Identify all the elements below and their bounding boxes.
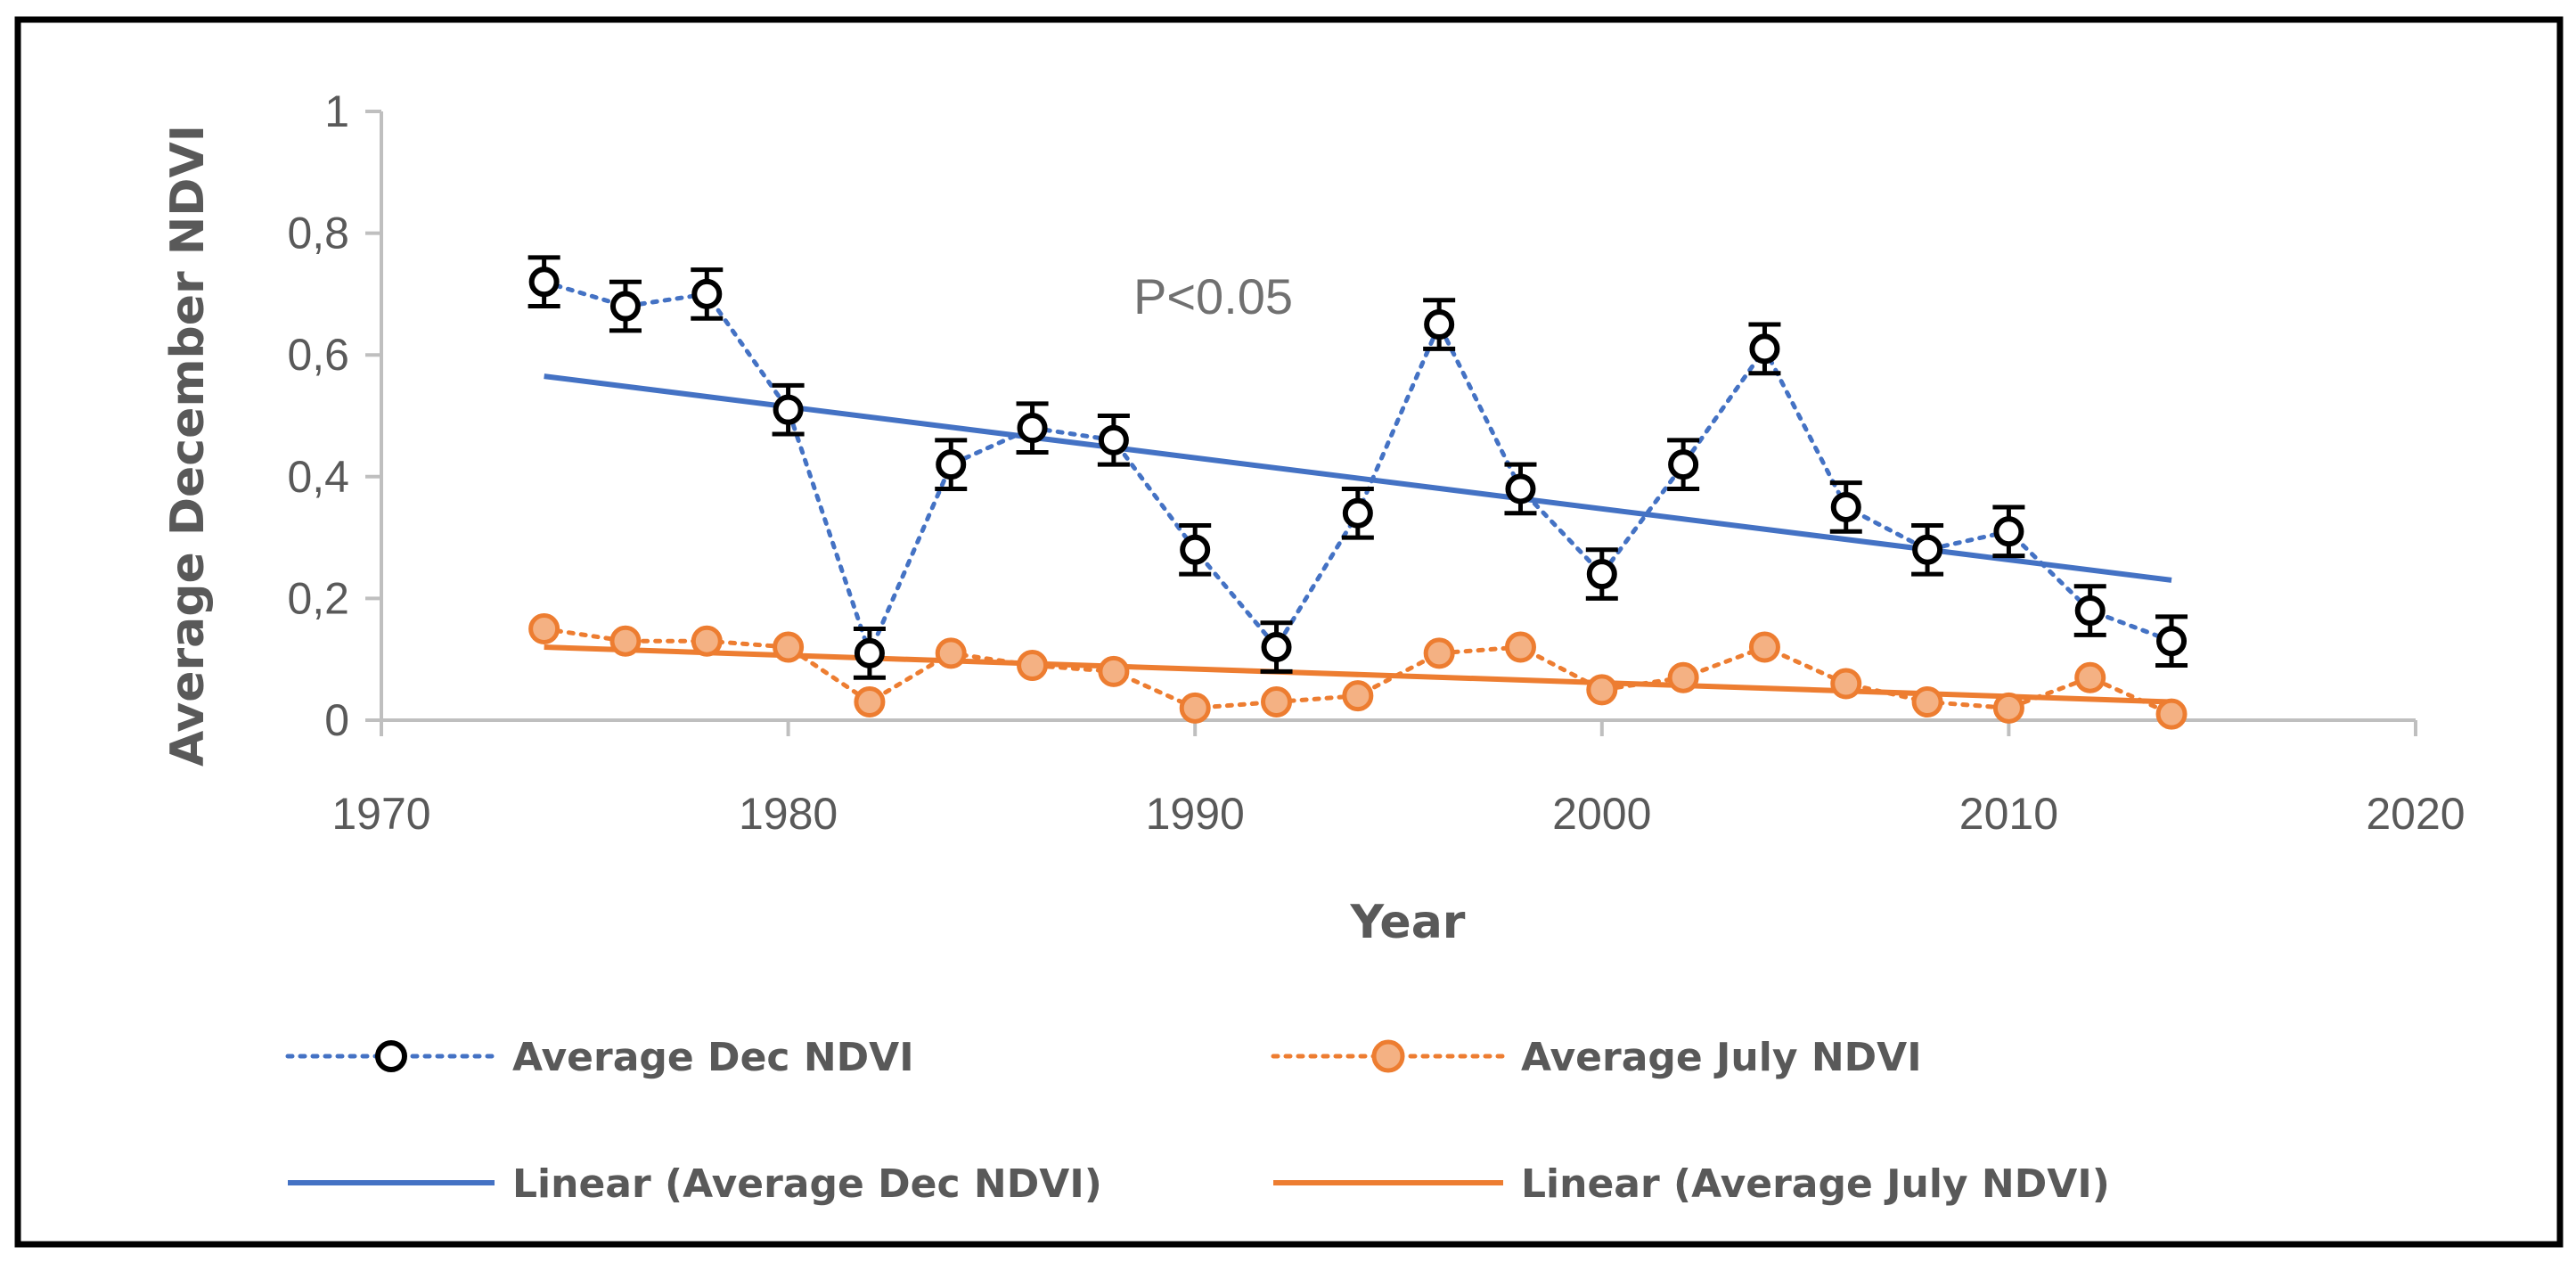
dec-point-group [1504,462,1537,516]
legend-dec: Average Dec NDVI [285,1035,914,1080]
dec-point-group [1748,322,1781,376]
x-tick-label: 1990 [1146,789,1245,839]
dec-point-group [1992,504,2025,559]
july-point [854,686,886,718]
y-tick-label: 0,4 [287,452,349,502]
july-point [773,631,805,663]
dec-point [1830,491,1861,522]
dec-point-group [1341,486,1374,540]
legend: Average Dec NDVI Average July NDVI Linear … [285,1035,2110,1207]
july-point [2074,661,2106,693]
dec-point-group [1179,522,1212,577]
x-tick-label: 2010 [1959,789,2058,839]
x-tick-label: 2020 [2366,789,2465,839]
legend-label: Average July NDVI [1521,1035,1922,1080]
dec-point-group [935,438,968,491]
dec-point [1505,473,1536,504]
frame-border [14,16,2564,1248]
july-point [935,637,967,669]
dec-point-group [2073,584,2106,637]
dec-point [2156,626,2188,657]
dec-point [773,394,804,425]
july-point [1667,661,1699,693]
july-point [1586,674,1618,706]
july-point [1098,655,1130,687]
july-point [1830,668,1862,700]
july-point [609,625,642,657]
x-tick-label: 1980 [739,789,838,839]
legend-marker [375,1040,407,1072]
trendline-july [544,644,2172,705]
x-axis-label: Year [1350,896,1466,949]
legend-marker [1371,1039,1405,1073]
y-tick-label: 0 [324,695,349,745]
july-point [2155,698,2188,730]
dec-point [1261,632,1292,663]
dec-point-group [853,627,886,680]
trendline-dec [544,373,2172,583]
dec-point [1180,534,1211,565]
dec-point-group [527,255,560,309]
july-point [1748,631,1780,663]
legend-july: Average July NDVI [1271,1035,1922,1080]
dec-point-group [1097,414,1130,467]
july-point [1504,631,1536,663]
july-point [1911,686,1943,718]
dec-point-group [1667,438,1700,491]
dec-point [1342,497,1373,529]
dec-point [1993,516,2024,547]
dec-point [528,267,560,298]
july-point [528,613,560,645]
dec-point-group [1016,401,1049,455]
july-point [691,625,723,657]
july-point [1992,692,2024,724]
dec-point-group [1585,547,1618,601]
legend-label: Linear (Average Dec NDVI) [512,1161,1102,1207]
x-tick-label: 2000 [1552,789,1651,839]
dec-point-group [1911,522,1944,577]
july-point [1342,680,1374,712]
dec-point [2074,595,2106,627]
legend-label: Linear (Average July NDVI) [1521,1161,2110,1207]
y-tick-label: 0,2 [287,573,349,623]
dec-point [691,278,723,309]
dec-point [1017,413,1048,444]
dec-point [854,637,885,668]
dec-point [609,291,641,322]
dec-point [1668,449,1699,480]
dec-point [1098,424,1129,455]
annotation-p-value: P<0.05 [1133,268,1293,324]
legend-linear-july: Linear (Average July NDVI) [1273,1161,2110,1207]
y-tick-label: 0,8 [287,209,349,258]
july-point [1423,637,1455,669]
dec-point-group [772,382,805,437]
dec-point-group [1260,620,1293,674]
july-point [1261,686,1293,718]
legend-linear-dec: Linear (Average Dec NDVI) [288,1161,1102,1207]
y-tick-label: 1 [324,86,349,136]
dec-point [1424,309,1455,340]
july-point [1017,650,1049,682]
dec-point-group [1829,480,1862,534]
dec-point-group [609,279,642,333]
legend-label: Average Dec NDVI [512,1035,914,1080]
dec-point-group [691,267,724,321]
y-axis-label: Average December NDVI [161,125,215,767]
dec-point-group [1423,298,1456,351]
y-tick-label: 0,6 [287,330,349,380]
x-tick-label: 1970 [331,789,430,839]
july-point [1179,692,1211,724]
dec-point [1749,333,1780,365]
dec-point [1912,534,1943,565]
dec-point [1586,559,1617,590]
dec-point-group [2155,614,2188,668]
dec-point [936,449,967,480]
